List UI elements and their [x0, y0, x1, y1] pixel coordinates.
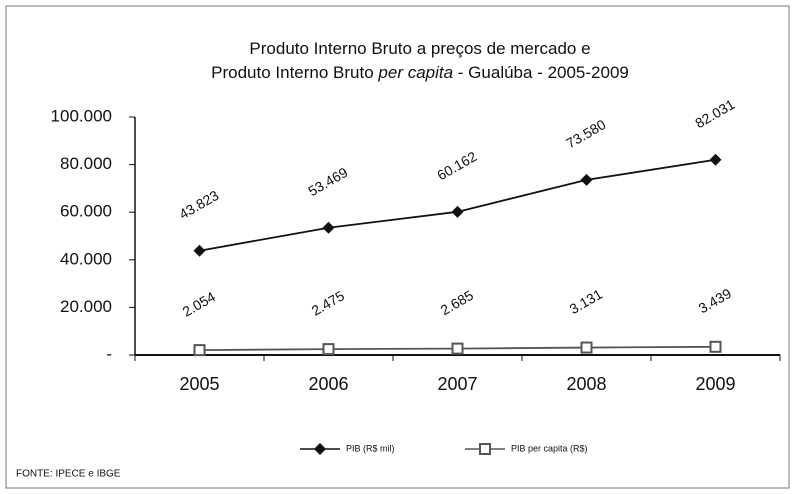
- y-tick-label: -: [106, 344, 112, 363]
- marker: [322, 221, 335, 234]
- marker: [709, 153, 722, 166]
- title-part: - Gualúba - 2005-2009: [453, 63, 629, 82]
- y-tick-label: 20.000: [60, 297, 112, 316]
- title-part: Produto Interno Bruto: [211, 63, 378, 82]
- legend-label: PIB per capita (R$): [511, 443, 588, 453]
- x-tick-label: 2007: [437, 374, 477, 394]
- x-tick-label: 2005: [179, 374, 219, 394]
- chart-title: Produto Interno Bruto a preços de mercad…: [249, 39, 590, 58]
- x-tick-label: 2009: [695, 374, 735, 394]
- marker: [193, 344, 206, 357]
- marker: [580, 173, 593, 186]
- x-tick-label: 2006: [308, 374, 348, 394]
- chart-title: Produto Interno Bruto per capita - Gualú…: [211, 63, 629, 82]
- marker: [314, 443, 326, 455]
- marker: [479, 443, 491, 455]
- chart-border: [5, 5, 790, 489]
- marker: [451, 205, 464, 218]
- y-tick-label: 40.000: [60, 249, 112, 268]
- marker: [322, 343, 335, 356]
- marker: [580, 341, 593, 354]
- title-part: per capita: [377, 63, 453, 82]
- marker: [451, 342, 464, 355]
- legend-label: PIB (R$ mil): [346, 443, 395, 453]
- y-tick-label: 80.000: [60, 154, 112, 173]
- marker: [709, 340, 722, 353]
- title-part: Produto Interno Bruto a preços de mercad…: [249, 39, 590, 58]
- y-tick-label: 60.000: [60, 202, 112, 221]
- y-tick-label: 100.000: [51, 106, 112, 125]
- marker: [193, 244, 206, 257]
- source-note: FONTE: IPECE e IBGE: [16, 469, 121, 480]
- x-tick-label: 2008: [566, 374, 606, 394]
